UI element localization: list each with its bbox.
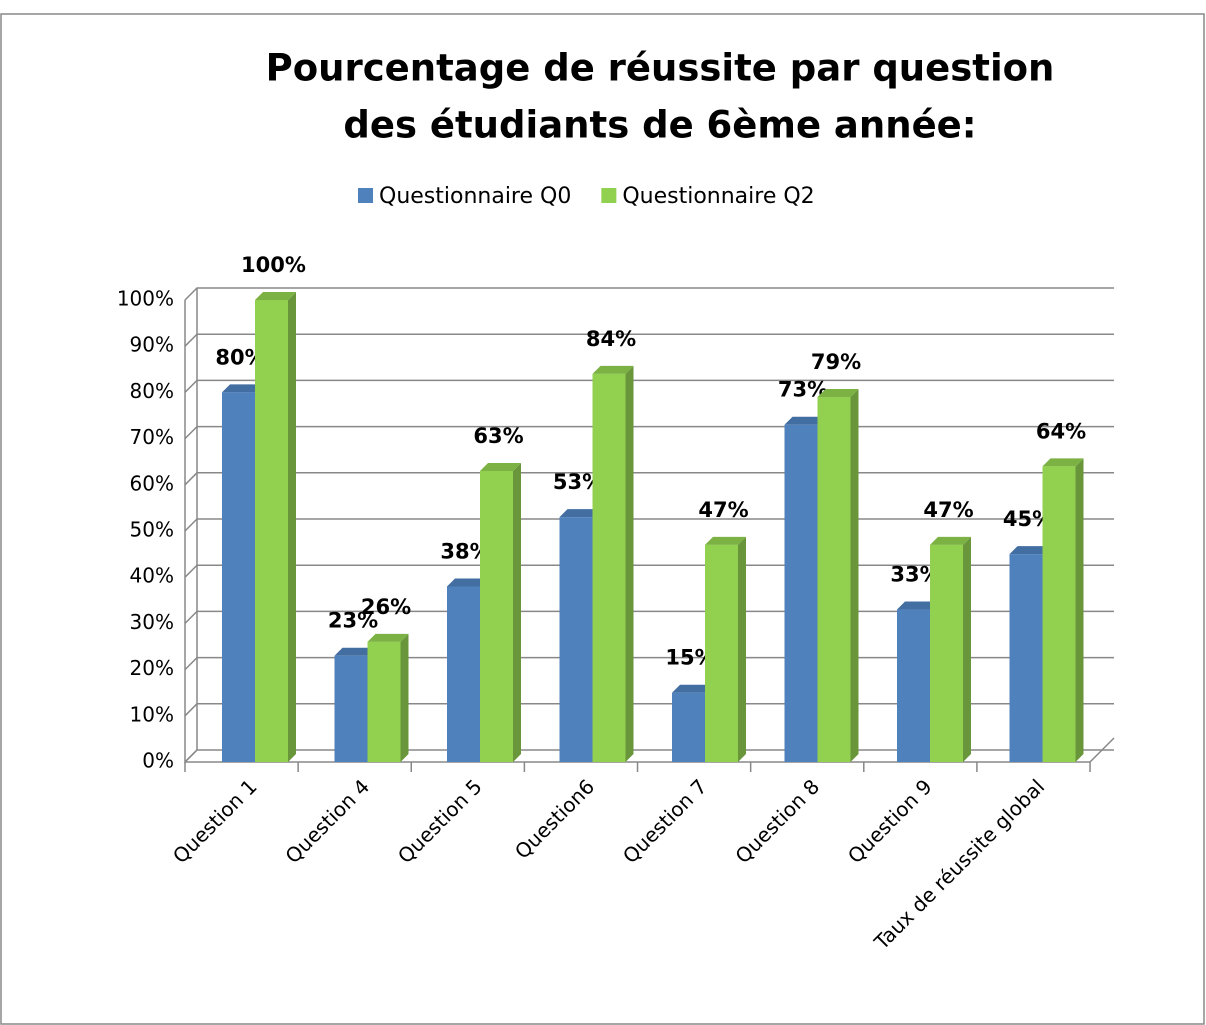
- bar: [705, 536, 746, 762]
- bar-face: [1009, 546, 1051, 555]
- bar-face: [1042, 458, 1084, 467]
- bar-face: [930, 544, 963, 762]
- bar-face: [447, 586, 480, 762]
- bar: [367, 633, 409, 762]
- y-tick-label: 10%: [130, 702, 174, 726]
- value-label: 23%: [328, 609, 378, 633]
- bar-face: [784, 424, 818, 762]
- value-label: 47%: [698, 498, 748, 522]
- legend-swatch: [601, 188, 617, 203]
- bar-face: [255, 292, 296, 300]
- y-tick-label: 40%: [130, 564, 174, 588]
- bar-face: [255, 300, 288, 762]
- bar-face: [222, 384, 263, 393]
- bar-face: [1009, 554, 1043, 762]
- y-tick-label: 30%: [130, 610, 174, 634]
- bar-face: [897, 609, 930, 762]
- bar-face: [480, 462, 521, 471]
- bar-face: [334, 647, 376, 656]
- bar: [592, 365, 634, 762]
- bar-face: [400, 633, 409, 762]
- bar-face: [592, 365, 634, 374]
- bar: [817, 389, 859, 762]
- y-tick-label: 60%: [130, 471, 174, 495]
- grid-line: [184, 287, 1114, 301]
- bar-face: [288, 292, 296, 762]
- bar-face: [480, 470, 513, 762]
- legend-label: Questionnaire Q0: [379, 184, 571, 209]
- bar-face: [559, 517, 593, 762]
- bar: [255, 292, 296, 762]
- value-label: 63%: [473, 424, 523, 448]
- bar-face: [222, 392, 255, 762]
- bar-face: [625, 365, 634, 762]
- y-tick-label: 80%: [130, 379, 174, 403]
- y-tick-label: 20%: [130, 656, 174, 680]
- bar-face: [784, 416, 826, 425]
- bar-face: [513, 462, 521, 762]
- bar-face: [447, 578, 488, 587]
- bar-face: [738, 536, 746, 762]
- bar: [480, 462, 521, 762]
- chart-title: Pourcentage de réussite par question: [266, 47, 1055, 90]
- bar-face: [817, 389, 859, 398]
- value-label: 26%: [361, 595, 411, 619]
- bar: [672, 684, 713, 762]
- legend-label: Questionnaire Q2: [622, 184, 814, 209]
- y-tick-label: 70%: [130, 425, 174, 449]
- bar-face: [817, 397, 851, 762]
- bar-face: [334, 655, 368, 762]
- bar-face: [367, 633, 409, 642]
- grid-line: [184, 333, 1114, 347]
- value-label: 64%: [1036, 419, 1086, 443]
- value-label: 79%: [811, 350, 861, 374]
- bar-face: [672, 684, 713, 693]
- bar-face: [1042, 466, 1076, 762]
- y-tick-label: 90%: [130, 333, 174, 357]
- y-tick-label: 50%: [130, 518, 174, 542]
- bar: [930, 536, 971, 762]
- bar-face: [705, 544, 738, 762]
- bar-face: [963, 536, 971, 762]
- y-tick-label: 0%: [142, 749, 174, 773]
- bar-face: [367, 641, 401, 762]
- y-tick-label: 100%: [117, 287, 174, 311]
- bar-face: [705, 536, 746, 545]
- grid-line: [184, 379, 1114, 393]
- legend-swatch: [358, 188, 373, 203]
- bar-face: [1075, 458, 1084, 762]
- bar-face: [559, 509, 601, 518]
- value-label: 100%: [241, 253, 306, 277]
- bar-face: [592, 373, 626, 762]
- chart-title: des étudiants de 6ème année:: [343, 104, 976, 147]
- bar-face: [897, 601, 938, 610]
- bar-face: [672, 692, 705, 762]
- value-label: 84%: [586, 327, 636, 351]
- value-label: 47%: [923, 498, 973, 522]
- bar-face: [930, 536, 971, 545]
- bar: [1042, 458, 1084, 762]
- bar-face: [850, 389, 859, 762]
